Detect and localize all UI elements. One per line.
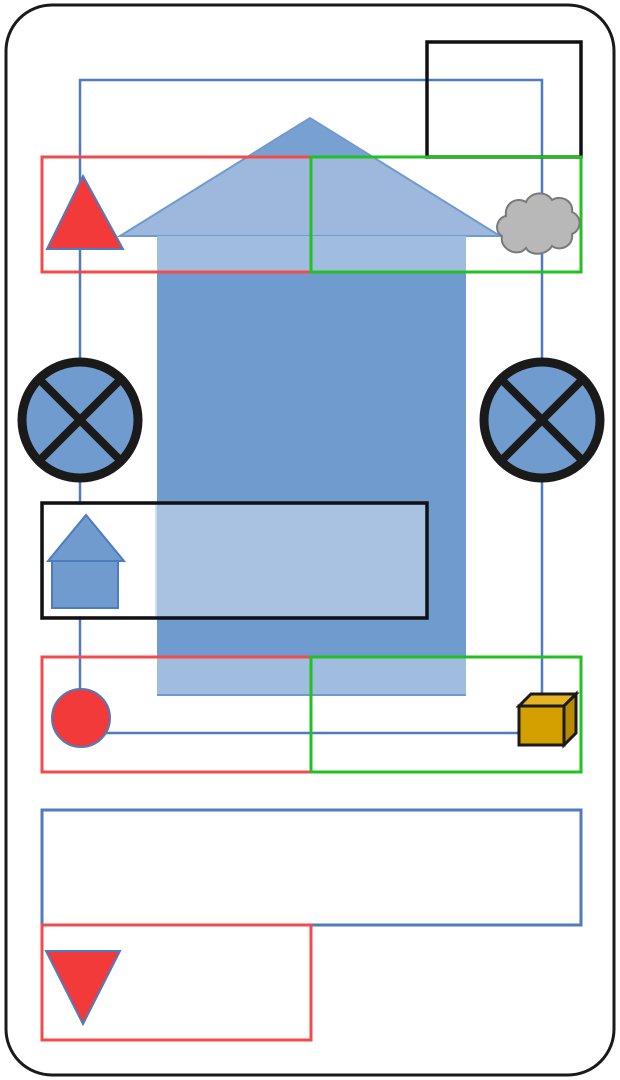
big-house-body [157,236,466,696]
right-lamp-icon [479,357,605,483]
warning-triangle-icon [45,173,125,250]
red-dot-icon [51,688,111,748]
cube-icon [515,690,580,749]
left-lamp-icon [17,357,143,483]
middle-panel-house-overlap [157,505,425,616]
top-right-green-box[interactable] [309,155,583,274]
big-house-roof-dark-tip [250,118,370,156]
down-triangle-icon [44,950,122,1027]
bottom-right-green-box[interactable] [309,655,583,774]
bottom-red-box[interactable] [40,923,313,1042]
cloud-icon [496,192,581,255]
house-icon [45,513,127,609]
